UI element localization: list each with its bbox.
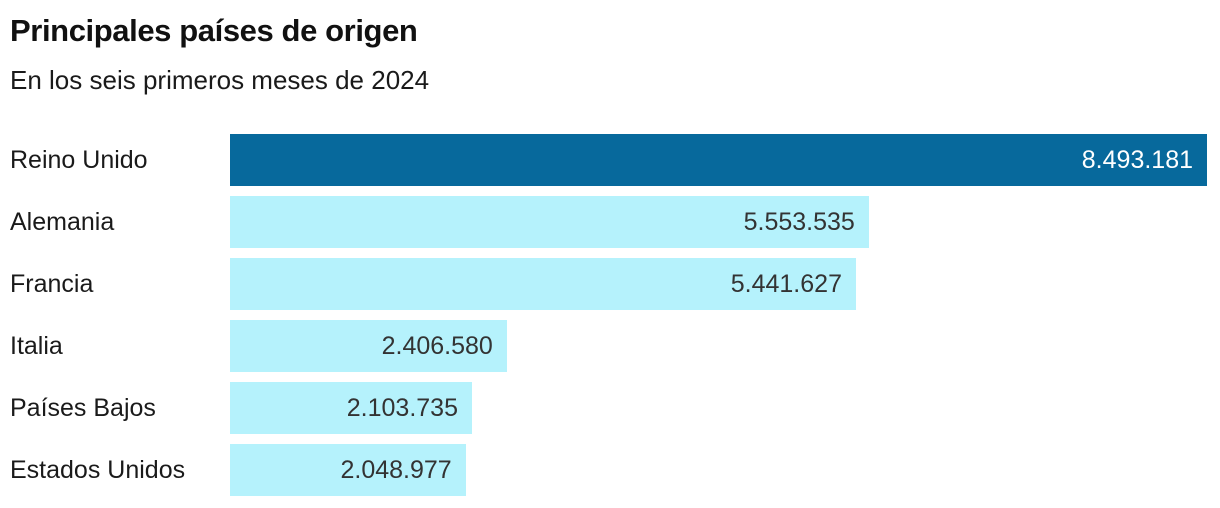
chart-subtitle: En los seis primeros meses de 2024 [10, 65, 430, 95]
bar-estados-unidos: 2.048.977 [230, 444, 466, 496]
chart-header: Principales países de origen En los seis… [0, 0, 1220, 96]
chart-title: Principales países de origen [10, 13, 418, 48]
value-label-paises-bajos: 2.103.735 [346, 393, 458, 422]
category-label-alemania: Alemania [10, 207, 115, 236]
bar-area: 5.553.535 [230, 196, 1207, 248]
bar-area: 2.103.735 [230, 382, 1207, 434]
value-label-italia: 2.406.580 [381, 331, 493, 360]
chart-row-italia: Italia 2.406.580 [0, 320, 1220, 372]
value-label-francia: 5.441.627 [730, 269, 842, 298]
value-label-alemania: 5.553.535 [743, 207, 855, 236]
category-label-reino-unido: Reino Unido [10, 145, 148, 174]
bar-area: 5.441.627 [230, 258, 1207, 310]
bar-alemania: 5.553.535 [230, 196, 869, 248]
bar-francia: 5.441.627 [230, 258, 856, 310]
category-label-estados-unidos: Estados Unidos [10, 455, 186, 484]
chart-row-paises-bajos: Países Bajos 2.103.735 [0, 382, 1220, 434]
category-label-italia: Italia [10, 331, 63, 360]
bar-area: 2.048.977 [230, 444, 1207, 496]
bar-reino-unido: 8.493.181 [230, 134, 1207, 186]
bar-area: 8.493.181 [230, 134, 1207, 186]
chart-row-estados-unidos: Estados Unidos 2.048.977 [0, 444, 1220, 496]
chart-row-francia: Francia 5.441.627 [0, 258, 1220, 310]
bar-area: 2.406.580 [230, 320, 1207, 372]
chart-row-alemania: Alemania 5.553.535 [0, 196, 1220, 248]
category-label-francia: Francia [10, 269, 94, 298]
value-label-reino-unido: 8.493.181 [1081, 145, 1193, 174]
bar-paises-bajos: 2.103.735 [230, 382, 472, 434]
bar-italia: 2.406.580 [230, 320, 507, 372]
chart-row-reino-unido: Reino Unido 8.493.181 [0, 134, 1220, 186]
category-label-paises-bajos: Países Bajos [10, 393, 156, 422]
value-label-estados-unidos: 2.048.977 [340, 455, 452, 484]
bar-chart: Reino Unido 8.493.181 Alemania 5.553.535 Fra… [0, 134, 1220, 496]
